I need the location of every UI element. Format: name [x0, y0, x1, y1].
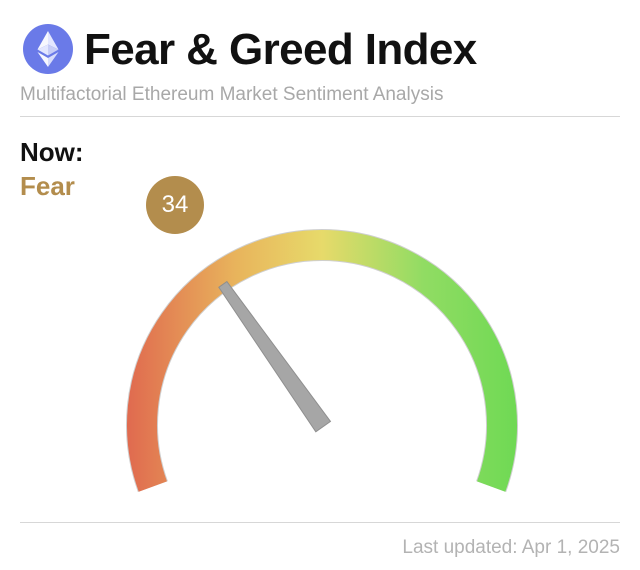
ethereum-icon: [23, 24, 73, 74]
page-subtitle: Multifactorial Ethereum Market Sentiment…: [20, 84, 444, 105]
header-divider: [20, 116, 620, 117]
gauge-needle: [218, 280, 332, 433]
gauge-arc: [127, 230, 517, 492]
page-title: Fear & Greed Index: [84, 25, 477, 74]
last-updated-text: Last updated: Apr 1, 2025: [402, 537, 620, 558]
value-badge: 34: [146, 176, 204, 234]
footer-divider: [20, 522, 620, 523]
now-label: Now:: [20, 137, 84, 167]
sentiment-state-label: Fear: [20, 171, 75, 201]
